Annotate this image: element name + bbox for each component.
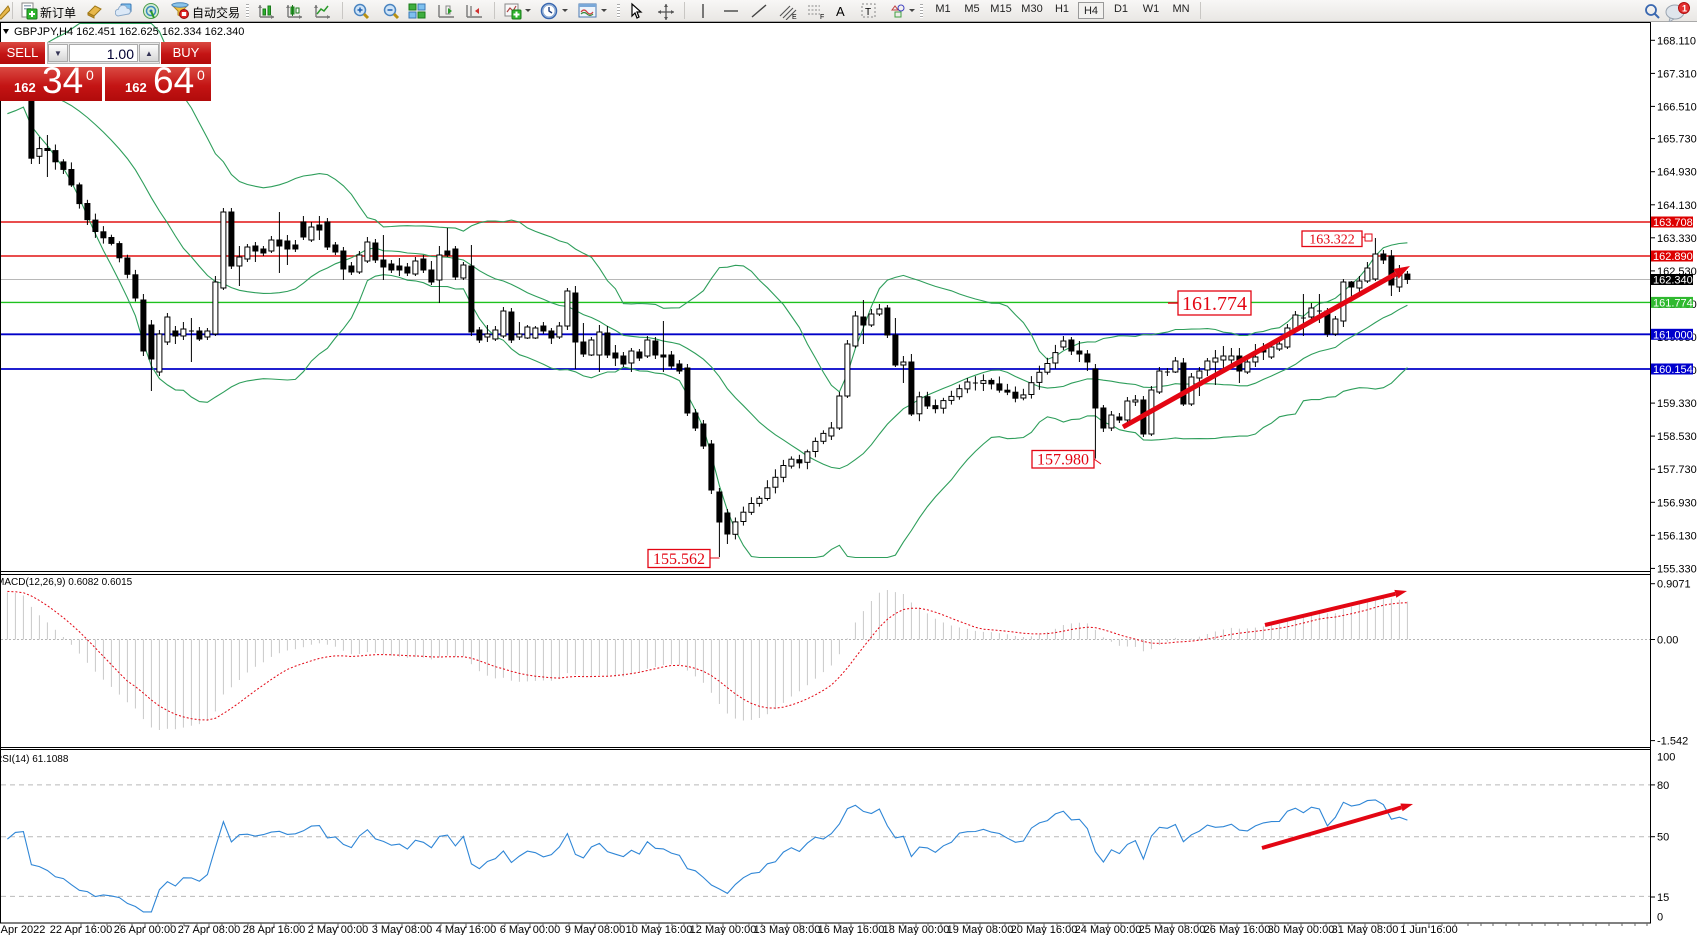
svg-text:28 Apr 16:00: 28 Apr 16:00	[243, 924, 305, 935]
svg-text:27 Apr 08:00: 27 Apr 08:00	[178, 924, 240, 935]
svg-text:0.00: 0.00	[1657, 635, 1678, 647]
svg-text:22 Apr 16:00: 22 Apr 16:00	[50, 924, 112, 935]
svg-text:6 May 00:00: 6 May 00:00	[500, 924, 561, 935]
svg-text:4 May 16:00: 4 May 16:00	[436, 924, 497, 935]
svg-text:167.310: 167.310	[1657, 68, 1697, 80]
svg-text:158.530: 158.530	[1657, 431, 1697, 443]
svg-text:163.708: 163.708	[1653, 217, 1693, 229]
svg-text:50: 50	[1657, 832, 1669, 844]
svg-text:MACD(12,26,9) 0.6082 0.6015: MACD(12,26,9) 0.6082 0.6015	[0, 577, 133, 588]
svg-text:161.000: 161.000	[1653, 329, 1693, 341]
svg-text:0: 0	[1657, 912, 1663, 924]
svg-text:GBPJPY,H4 162.451 162.625 162.: GBPJPY,H4 162.451 162.625 162.334 162.34…	[14, 26, 244, 38]
svg-text:16 May 16:00: 16 May 16:00	[818, 924, 885, 935]
svg-text:80: 80	[1657, 780, 1669, 792]
svg-text:24 May 00:00: 24 May 00:00	[1075, 924, 1142, 935]
svg-text:12 May 00:00: 12 May 00:00	[690, 924, 757, 935]
svg-text:E: E	[792, 14, 797, 20]
svg-text:155.330: 155.330	[1657, 563, 1697, 575]
svg-text:RSI(14) 61.1088: RSI(14) 61.1088	[0, 754, 69, 765]
svg-text:9 May 08:00: 9 May 08:00	[565, 924, 626, 935]
svg-text:1 Jun 16:00: 1 Jun 16:00	[1400, 924, 1458, 935]
svg-text:19 May 08:00: 19 May 08:00	[947, 924, 1014, 935]
svg-text:157.980: 157.980	[1037, 452, 1089, 469]
svg-text:15: 15	[1657, 892, 1669, 904]
svg-text:3 May 08:00: 3 May 08:00	[372, 924, 433, 935]
svg-text:161.774: 161.774	[1653, 297, 1693, 309]
svg-text:163.330: 163.330	[1657, 233, 1697, 245]
svg-text:18 May 00:00: 18 May 00:00	[883, 924, 950, 935]
svg-text:159.330: 159.330	[1657, 398, 1697, 410]
svg-text:156.930: 156.930	[1657, 497, 1697, 509]
svg-text:155.562: 155.562	[653, 551, 705, 568]
svg-text:162.340: 162.340	[1653, 275, 1693, 287]
svg-text:F: F	[820, 14, 824, 20]
svg-text:161.774: 161.774	[1182, 293, 1247, 315]
svg-text:26 Apr 00:00: 26 Apr 00:00	[114, 924, 176, 935]
svg-text:1: 1	[1682, 4, 1687, 14]
svg-text:31 May 08:00: 31 May 08:00	[1332, 924, 1399, 935]
svg-text:2 May 00:00: 2 May 00:00	[308, 924, 369, 935]
svg-text:163.322: 163.322	[1309, 233, 1355, 248]
svg-text:164.130: 164.130	[1657, 200, 1697, 212]
svg-text:156.130: 156.130	[1657, 530, 1697, 542]
svg-text:26 May 16:00: 26 May 16:00	[1204, 924, 1271, 935]
svg-text:Apr 2022: Apr 2022	[1, 924, 46, 935]
svg-text:157.730: 157.730	[1657, 464, 1697, 476]
svg-text:160.154: 160.154	[1653, 364, 1693, 376]
svg-text:25 May 08:00: 25 May 08:00	[1139, 924, 1206, 935]
svg-text:-1.542: -1.542	[1657, 736, 1688, 748]
svg-text:10 May 16:00: 10 May 16:00	[626, 924, 693, 935]
svg-text:162.890: 162.890	[1653, 251, 1693, 263]
svg-text:30 May 00:00: 30 May 00:00	[1268, 924, 1335, 935]
svg-text:166.510: 166.510	[1657, 101, 1697, 113]
svg-text:168.110: 168.110	[1657, 35, 1696, 47]
svg-text:20 May 16:00: 20 May 16:00	[1011, 924, 1078, 935]
svg-text:164.930: 164.930	[1657, 167, 1697, 179]
svg-text:100: 100	[1657, 751, 1675, 763]
svg-text:13 May 08:00: 13 May 08:00	[754, 924, 821, 935]
svg-text:165.730: 165.730	[1657, 134, 1697, 146]
svg-text:0.9071: 0.9071	[1657, 579, 1691, 591]
svg-text:T: T	[865, 7, 871, 18]
